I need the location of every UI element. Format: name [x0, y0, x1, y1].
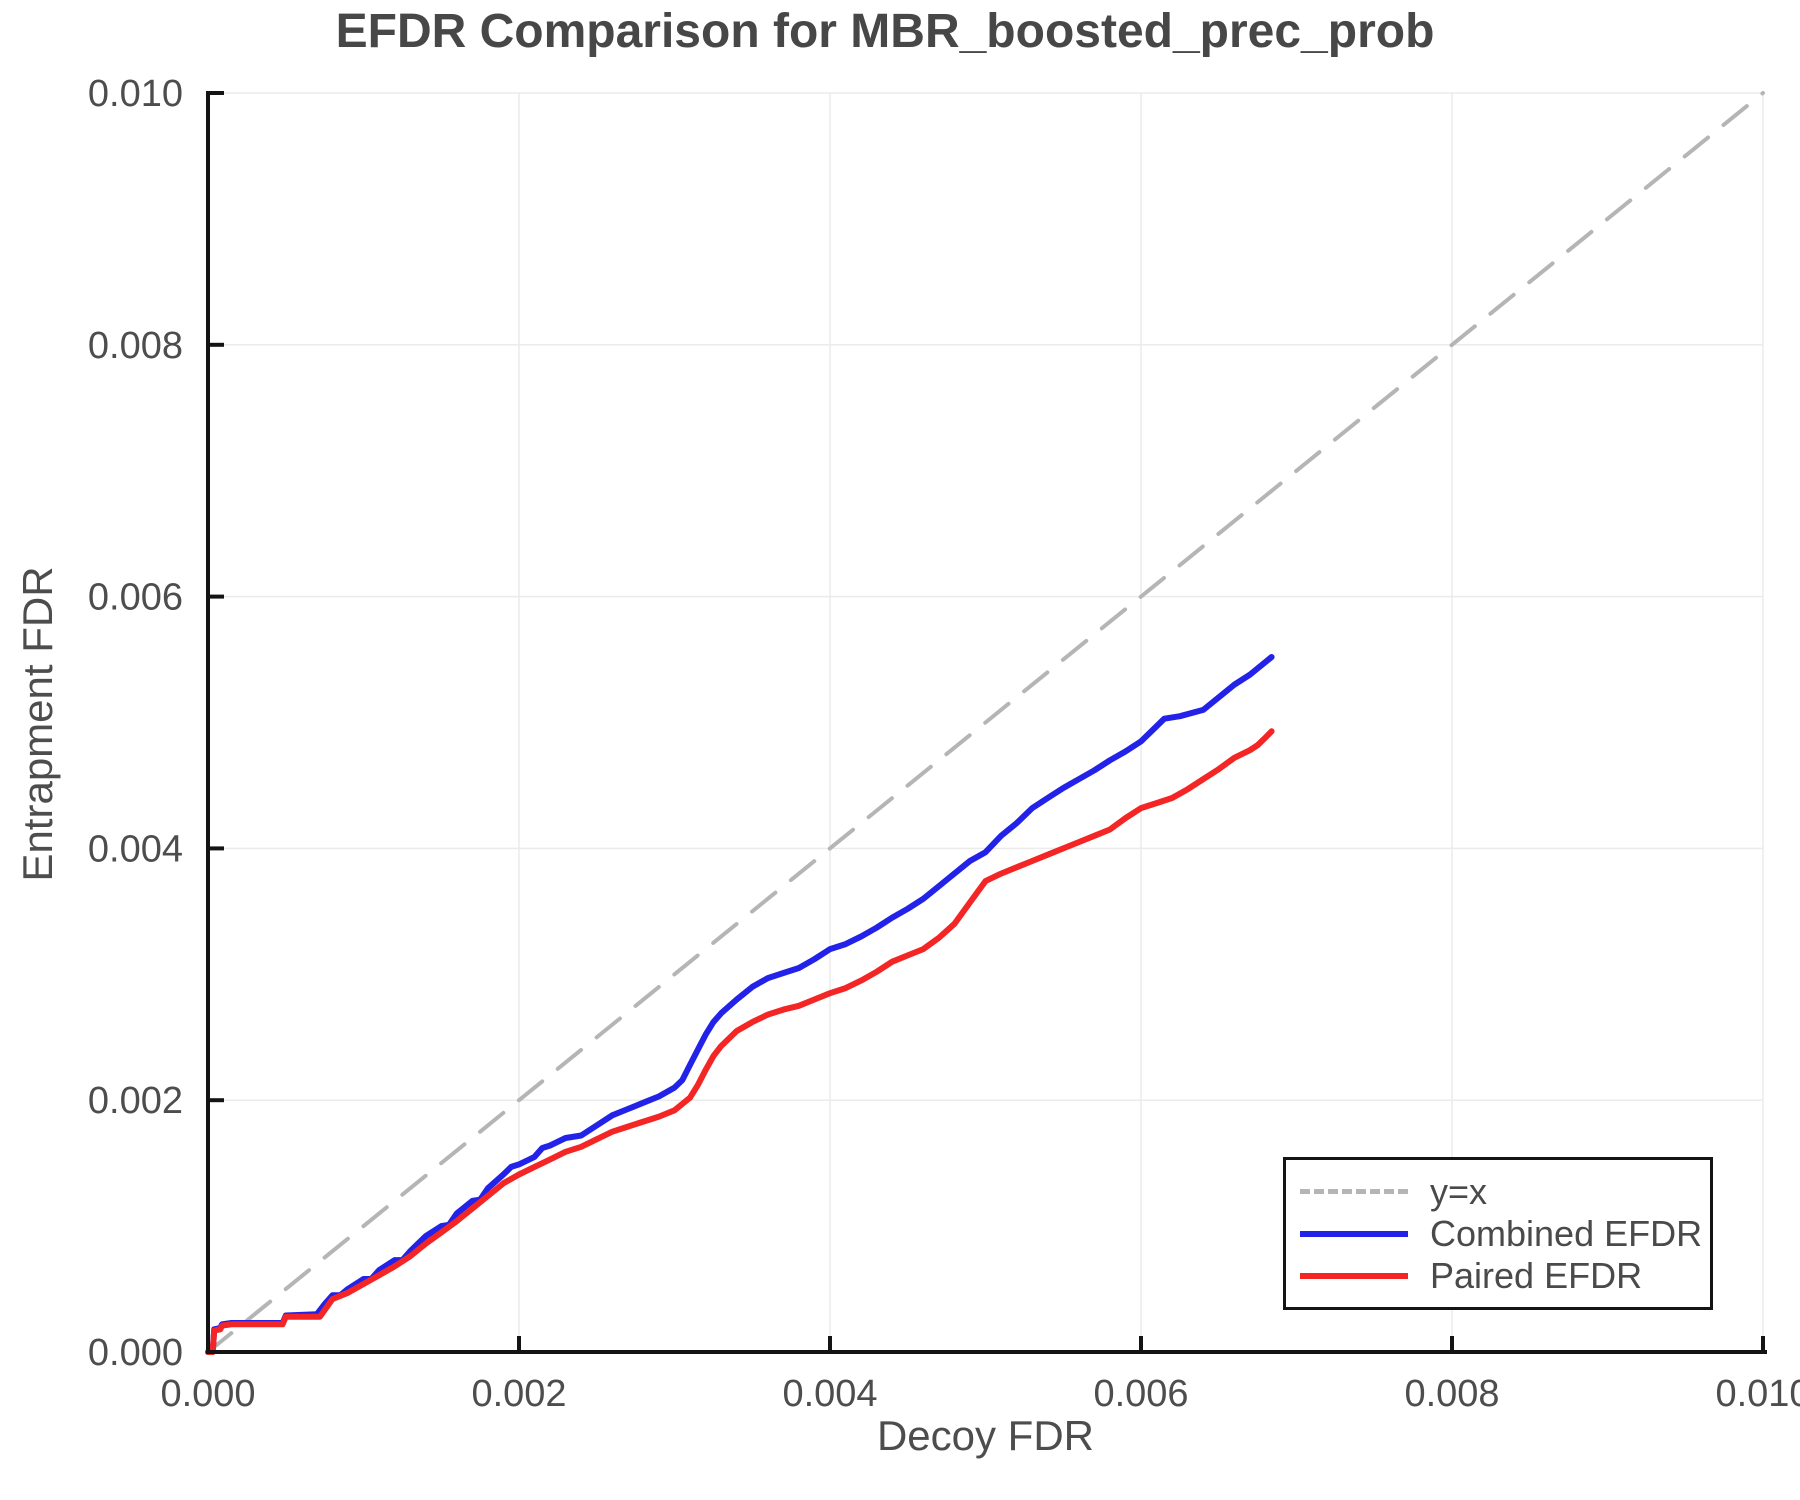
combined-efdr-legend-line — [1300, 1230, 1408, 1237]
legend-item-y-x: y=x — [1300, 1172, 1696, 1212]
x-tick-label: 0.008 — [1404, 1373, 1499, 1415]
x-tick-label: 0.006 — [1093, 1373, 1188, 1415]
y-axis-label: Entrapment FDR — [14, 566, 61, 882]
legend-label: Paired EFDR — [1430, 1254, 1643, 1296]
y-tick-label: 0.000 — [88, 1332, 183, 1374]
x-tick-label: 0.000 — [160, 1373, 255, 1415]
x-tick-label: 0.002 — [471, 1373, 566, 1415]
y-tick-label: 0.008 — [88, 325, 183, 367]
y-tick-label: 0.010 — [88, 73, 183, 115]
y-x-legend-line — [1300, 1189, 1408, 1194]
x-axis-label: Decoy FDR — [876, 1412, 1095, 1459]
chart-title: EFDR Comparison for MBR_boosted_prec_pro… — [335, 5, 1435, 58]
y-tick-label: 0.004 — [88, 828, 183, 870]
paired-efdr-line — [205, 728, 1275, 1355]
y-tick-label: 0.006 — [88, 577, 183, 619]
x-tick-label: 0.010 — [1715, 1373, 1800, 1415]
legend: y=x Combined EFDR Paired EFDR — [1283, 1157, 1713, 1310]
y-x-line — [206, 91, 1765, 1354]
paired-efdr-legend-line — [1300, 1272, 1408, 1279]
legend-item-paired-efdr: Paired EFDR — [1300, 1256, 1696, 1296]
legend-label: y=x — [1430, 1170, 1488, 1212]
legend-item-combined-efdr: Combined EFDR — [1300, 1214, 1702, 1254]
legend-label: Combined EFDR — [1430, 1212, 1703, 1254]
x-tick-label: 0.004 — [782, 1373, 877, 1415]
y-tick-label: 0.002 — [88, 1080, 183, 1122]
combined-efdr-line — [205, 654, 1275, 1355]
